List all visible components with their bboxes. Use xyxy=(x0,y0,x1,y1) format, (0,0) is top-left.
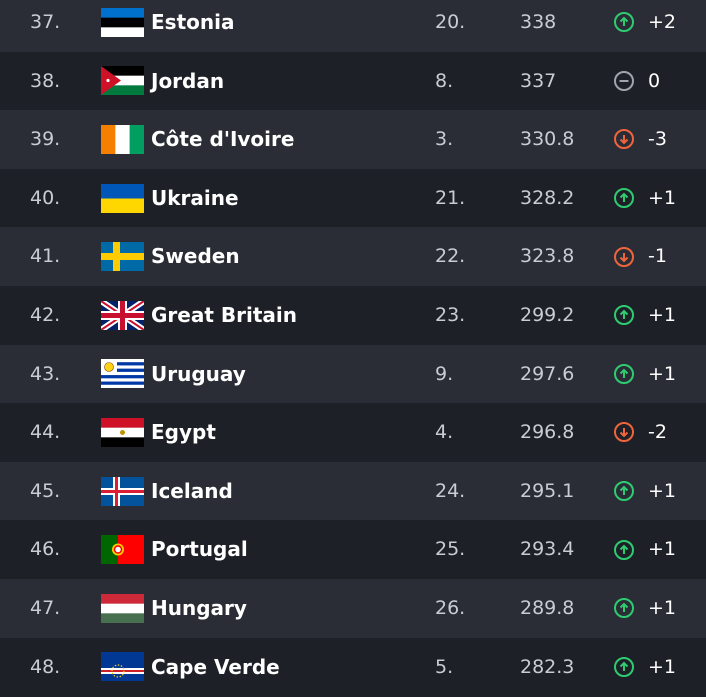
change-icon xyxy=(614,422,634,443)
change-icon xyxy=(614,188,634,209)
points: 328.2 xyxy=(520,186,575,209)
country-name: Jordan xyxy=(151,68,225,93)
rank: 45. xyxy=(30,479,61,502)
points: 330.8 xyxy=(520,128,575,151)
rank: 37. xyxy=(30,11,61,33)
regional-rank: 26. xyxy=(435,597,466,619)
change: +1 xyxy=(648,362,677,385)
flag xyxy=(101,417,144,447)
points: 295.1 xyxy=(520,479,575,502)
rank: 39. xyxy=(30,128,61,151)
points: 289.8 xyxy=(520,597,575,619)
flag xyxy=(101,300,144,330)
country-name: Iceland xyxy=(151,478,233,503)
change-icon xyxy=(614,246,634,267)
change: +1 xyxy=(648,655,677,678)
change-icon xyxy=(614,656,634,677)
country-name: Great Britain xyxy=(151,303,297,327)
regional-rank: 9. xyxy=(435,362,454,385)
table-row: 42. Great Britain 23. 299.2 +1 xyxy=(0,286,706,345)
points: 323.8 xyxy=(520,245,575,268)
rank: 40. xyxy=(30,186,61,209)
rank: 47. xyxy=(30,597,61,619)
table-row: 37. Estonia 20. 338 +2 xyxy=(0,0,706,52)
change-icon xyxy=(614,12,634,33)
flag xyxy=(101,124,144,154)
change: +1 xyxy=(648,538,677,561)
country-name: Cape Verde xyxy=(151,654,280,679)
rank: 44. xyxy=(30,421,61,444)
flag xyxy=(101,593,144,623)
table-row: 39. Côte d'Ivoire 3. 330.8 -3 xyxy=(0,110,706,169)
flag xyxy=(101,359,144,389)
rank: 38. xyxy=(30,69,61,92)
points: 299.2 xyxy=(520,304,575,326)
flag xyxy=(101,535,144,565)
change-icon xyxy=(614,70,634,91)
change: +1 xyxy=(648,597,677,619)
flag xyxy=(101,7,144,37)
table-row: 48. Cape Verde 5. 282.3 +1 xyxy=(0,637,706,697)
country-name: Uruguay xyxy=(151,361,246,386)
regional-rank: 22. xyxy=(435,245,466,268)
table-row: 41. Sweden 22. 323.8 -1 xyxy=(0,227,706,286)
change: +2 xyxy=(648,11,677,33)
change-icon xyxy=(614,129,634,150)
change-icon xyxy=(614,363,634,384)
country-name: Estonia xyxy=(151,10,235,34)
regional-rank: 23. xyxy=(435,304,466,326)
table-row: 40. Ukraine 21. 328.2 +1 xyxy=(0,168,706,228)
flag xyxy=(101,652,144,682)
rank: 42. xyxy=(30,304,61,326)
change: +1 xyxy=(648,479,677,502)
points: 282.3 xyxy=(520,655,575,678)
table-row: 45. Iceland 24. 295.1 +1 xyxy=(0,461,706,521)
country-name: Portugal xyxy=(151,537,248,562)
rank: 43. xyxy=(30,362,61,385)
rank: 41. xyxy=(30,245,61,268)
country-name: Hungary xyxy=(151,596,247,620)
change: 0 xyxy=(648,69,661,92)
change: -1 xyxy=(648,245,667,268)
country-name: Sweden xyxy=(151,244,240,269)
table-row: 47. Hungary 26. 289.8 +1 xyxy=(0,579,706,638)
regional-rank: 20. xyxy=(435,11,466,33)
flag xyxy=(101,476,144,506)
table-row: 43. Uruguay 9. 297.6 +1 xyxy=(0,344,706,404)
regional-rank: 8. xyxy=(435,69,454,92)
change-icon xyxy=(614,305,634,326)
points: 296.8 xyxy=(520,421,575,444)
country-name: Côte d'Ivoire xyxy=(151,127,295,152)
change: -3 xyxy=(648,128,667,151)
flag xyxy=(101,242,144,272)
points: 293.4 xyxy=(520,538,575,561)
points: 338 xyxy=(520,11,557,33)
regional-rank: 25. xyxy=(435,538,466,561)
rank: 46. xyxy=(30,538,61,561)
points: 337 xyxy=(520,69,557,92)
change: +1 xyxy=(648,186,677,209)
change-icon xyxy=(614,539,634,560)
change: +1 xyxy=(648,304,677,326)
rank: 48. xyxy=(30,655,61,678)
flag xyxy=(101,183,144,213)
table-row: 46. Portugal 25. 293.4 +1 xyxy=(0,520,706,579)
change: -2 xyxy=(648,421,667,444)
regional-rank: 5. xyxy=(435,655,454,678)
table-row: 44. Egypt 4. 296.8 -2 xyxy=(0,403,706,462)
regional-rank: 24. xyxy=(435,479,466,502)
flag xyxy=(101,66,144,96)
regional-rank: 21. xyxy=(435,186,466,209)
change-icon xyxy=(614,481,634,502)
regional-rank: 4. xyxy=(435,421,454,444)
country-name: Egypt xyxy=(151,420,216,445)
country-name: Ukraine xyxy=(151,185,239,210)
regional-rank: 3. xyxy=(435,128,454,151)
change-icon xyxy=(614,598,634,619)
points: 297.6 xyxy=(520,362,575,385)
table-row: 38. Jordan 8. 337 0 xyxy=(0,51,706,111)
